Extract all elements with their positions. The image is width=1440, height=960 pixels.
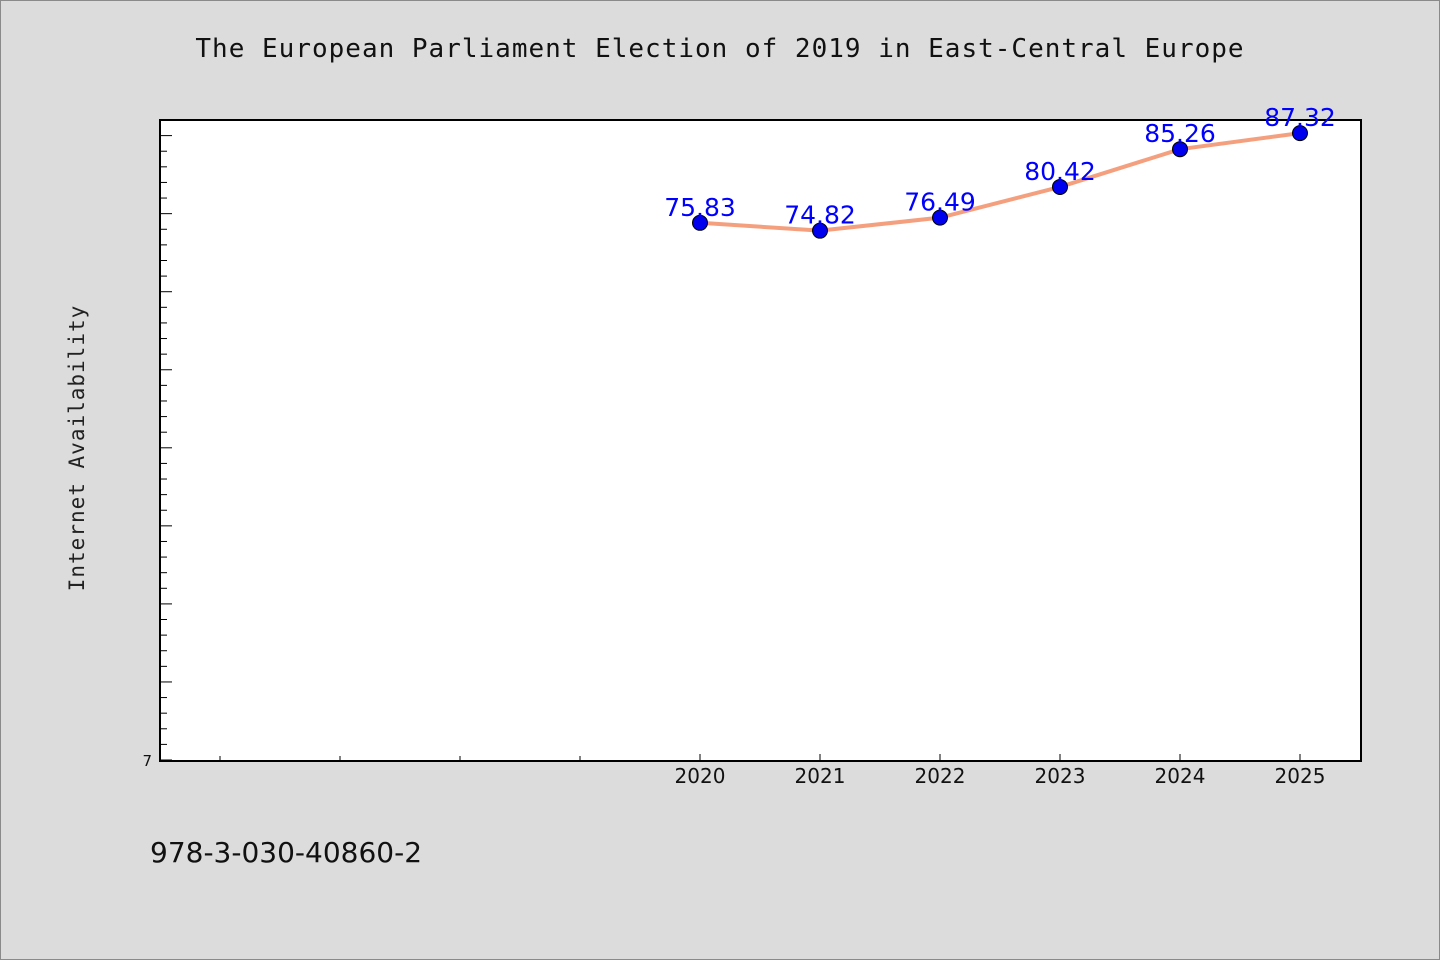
- data-point: [1292, 125, 1308, 142]
- footer-identifier: 978-3-030-40860-2: [150, 836, 423, 869]
- y-tick-label: 7: [142, 752, 152, 770]
- chart-title: The European Parliament Election of 2019…: [195, 34, 1245, 64]
- data-label: 76.49: [904, 188, 976, 217]
- data-point: [932, 209, 948, 226]
- x-tick-label: 2023: [1035, 764, 1086, 788]
- data-label: 87.32: [1264, 103, 1336, 132]
- x-tick-label: 2020: [675, 764, 726, 788]
- data-point: [1052, 178, 1068, 195]
- x-tick-label: 2024: [1155, 764, 1206, 788]
- data-label: 80.42: [1024, 157, 1096, 186]
- x-tick-label: 2021: [795, 764, 846, 788]
- plot-area: [159, 119, 1362, 762]
- data-point: [692, 214, 708, 231]
- data-point: [812, 222, 828, 239]
- data-label: 74.82: [784, 201, 856, 230]
- x-axis-ticks: 2020 2021 2022 2023 2024 2025: [219, 754, 1326, 788]
- data-label: 85.26: [1144, 119, 1216, 148]
- x-tick-label: 2022: [915, 764, 966, 788]
- series-layer: [692, 125, 1308, 239]
- x-tick-label: 2025: [1275, 764, 1326, 788]
- data-labels: 75.83 74.82 76.49 80.42 85.26 87.32: [664, 103, 1336, 230]
- y-axis-ticks: 7: [142, 119, 172, 770]
- data-point: [1172, 141, 1188, 158]
- series-line: [698, 131, 1302, 233]
- data-label: 75.83: [664, 193, 736, 222]
